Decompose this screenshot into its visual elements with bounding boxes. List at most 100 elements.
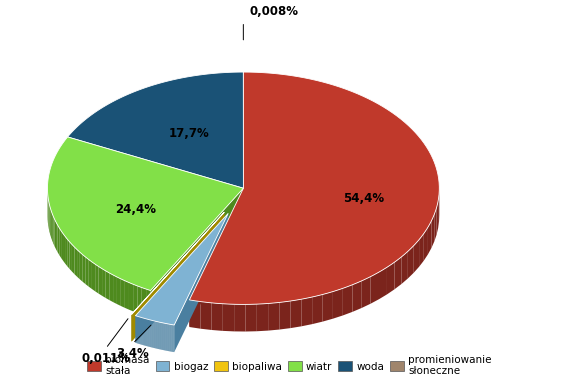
Polygon shape bbox=[353, 281, 362, 312]
Polygon shape bbox=[51, 210, 52, 240]
Polygon shape bbox=[77, 249, 80, 279]
Polygon shape bbox=[145, 319, 146, 346]
Polygon shape bbox=[414, 240, 419, 273]
Polygon shape bbox=[174, 213, 228, 352]
Polygon shape bbox=[279, 301, 291, 330]
Text: 0,011%: 0,011% bbox=[81, 352, 130, 365]
Polygon shape bbox=[153, 321, 154, 348]
Polygon shape bbox=[138, 317, 140, 344]
Polygon shape bbox=[257, 303, 268, 331]
Polygon shape bbox=[61, 231, 63, 261]
Polygon shape bbox=[141, 317, 142, 345]
Polygon shape bbox=[312, 294, 323, 324]
Polygon shape bbox=[387, 262, 394, 294]
Polygon shape bbox=[65, 236, 67, 266]
Polygon shape bbox=[72, 244, 75, 274]
Polygon shape bbox=[158, 322, 159, 349]
Polygon shape bbox=[131, 212, 224, 341]
Polygon shape bbox=[291, 299, 302, 328]
Polygon shape bbox=[428, 221, 431, 255]
Polygon shape bbox=[189, 188, 243, 327]
Text: 17,7%: 17,7% bbox=[169, 127, 210, 140]
Polygon shape bbox=[95, 264, 98, 294]
Polygon shape bbox=[86, 257, 89, 287]
Polygon shape bbox=[164, 323, 165, 350]
Polygon shape bbox=[142, 318, 143, 345]
Polygon shape bbox=[136, 316, 137, 343]
Polygon shape bbox=[431, 214, 434, 248]
Polygon shape bbox=[146, 289, 151, 317]
Text: 3,4%: 3,4% bbox=[116, 347, 149, 360]
Polygon shape bbox=[438, 194, 439, 228]
Polygon shape bbox=[125, 281, 129, 310]
Polygon shape bbox=[150, 320, 151, 347]
Polygon shape bbox=[137, 316, 138, 344]
Text: 54,4%: 54,4% bbox=[343, 192, 384, 205]
Polygon shape bbox=[323, 292, 333, 321]
Polygon shape bbox=[59, 228, 61, 258]
Polygon shape bbox=[302, 297, 312, 326]
Polygon shape bbox=[343, 285, 353, 316]
Polygon shape bbox=[56, 222, 58, 252]
Polygon shape bbox=[135, 316, 136, 343]
Polygon shape bbox=[135, 213, 228, 325]
Polygon shape bbox=[143, 318, 144, 345]
Polygon shape bbox=[148, 319, 149, 347]
Polygon shape bbox=[109, 273, 113, 302]
Polygon shape bbox=[131, 212, 224, 342]
Text: 24,4%: 24,4% bbox=[115, 203, 156, 216]
Polygon shape bbox=[147, 319, 148, 346]
Polygon shape bbox=[160, 322, 161, 350]
Polygon shape bbox=[137, 286, 142, 315]
Polygon shape bbox=[121, 279, 125, 308]
Polygon shape bbox=[98, 267, 102, 296]
Polygon shape bbox=[159, 322, 160, 350]
Polygon shape bbox=[47, 137, 243, 291]
Polygon shape bbox=[189, 300, 200, 329]
Polygon shape bbox=[379, 267, 387, 299]
Text: 0,008%: 0,008% bbox=[249, 5, 298, 18]
Polygon shape bbox=[157, 322, 158, 349]
Polygon shape bbox=[162, 323, 163, 350]
Polygon shape bbox=[152, 320, 153, 348]
Polygon shape bbox=[63, 233, 65, 264]
Legend: biomasa
stała, biogaz, biopaliwa, wiatr, woda, promieniowanie
słoneczne: biomasa stała, biogaz, biopaliwa, wiatr,… bbox=[83, 351, 496, 380]
Polygon shape bbox=[113, 275, 117, 304]
Polygon shape bbox=[133, 284, 137, 313]
Polygon shape bbox=[154, 321, 155, 348]
Polygon shape bbox=[434, 208, 437, 241]
Polygon shape bbox=[80, 252, 83, 282]
Polygon shape bbox=[171, 325, 172, 352]
Polygon shape bbox=[105, 271, 109, 300]
Polygon shape bbox=[131, 212, 224, 314]
Polygon shape bbox=[163, 323, 164, 350]
Polygon shape bbox=[117, 277, 121, 306]
Polygon shape bbox=[135, 213, 228, 343]
Polygon shape bbox=[168, 324, 170, 351]
Polygon shape bbox=[211, 303, 223, 331]
Polygon shape bbox=[75, 247, 77, 277]
Polygon shape bbox=[401, 251, 408, 284]
Polygon shape bbox=[166, 323, 167, 351]
Polygon shape bbox=[89, 260, 92, 289]
Polygon shape bbox=[69, 242, 72, 271]
Polygon shape bbox=[68, 72, 243, 188]
Polygon shape bbox=[223, 304, 234, 332]
Polygon shape bbox=[102, 269, 105, 298]
Polygon shape bbox=[394, 257, 401, 289]
Polygon shape bbox=[371, 272, 379, 304]
Polygon shape bbox=[156, 321, 157, 349]
Polygon shape bbox=[167, 324, 168, 351]
Polygon shape bbox=[161, 323, 162, 350]
Polygon shape bbox=[144, 318, 145, 346]
Polygon shape bbox=[245, 304, 257, 332]
Polygon shape bbox=[234, 304, 245, 332]
Polygon shape bbox=[142, 287, 146, 316]
Polygon shape bbox=[200, 301, 211, 330]
Polygon shape bbox=[54, 219, 56, 249]
Polygon shape bbox=[362, 276, 371, 308]
Polygon shape bbox=[173, 325, 174, 352]
Polygon shape bbox=[50, 208, 51, 238]
Polygon shape bbox=[58, 225, 59, 255]
Polygon shape bbox=[408, 246, 414, 278]
